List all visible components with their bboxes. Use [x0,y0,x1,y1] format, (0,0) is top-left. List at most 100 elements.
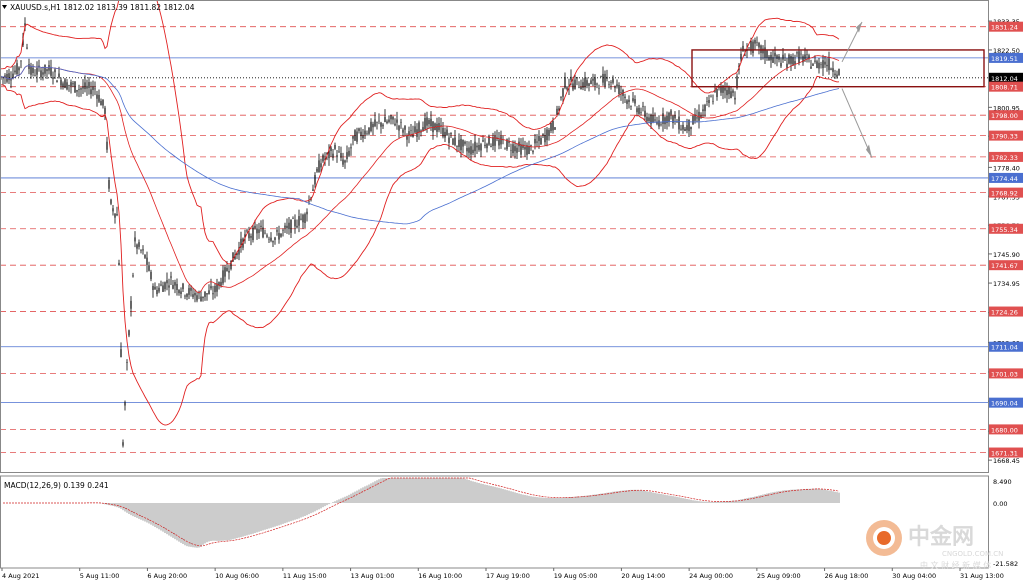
level-badge [989,368,1023,379]
macd-signal [3,477,840,547]
candle-body [346,152,348,160]
candle-body [224,267,226,277]
candle-body [822,60,824,69]
candle-body [130,300,132,309]
candle-body [186,293,188,297]
candle-body [80,88,82,90]
candle-body [212,293,214,295]
candle-body [818,62,820,69]
candle-body [452,138,454,145]
level-badge-text: 1774.44 [991,175,1018,183]
candle-body [694,114,696,121]
candle-body [614,86,616,89]
candle-body [554,127,556,130]
candle-body [580,86,582,90]
x-tick-label: 16 Aug 10:00 [418,572,462,580]
candle-body [358,128,360,131]
level-badge [989,397,1023,408]
candle-body [800,53,802,55]
candle-body [314,174,316,185]
candle-body [228,270,230,273]
candle-body [802,56,804,63]
candle-body [704,104,706,112]
level-badge-text: 1812.04 [991,75,1018,83]
candle-body [636,108,638,113]
candle-body [354,130,356,141]
candle-body [196,295,198,301]
candle-body [444,131,446,138]
level-badge-text: 1782.33 [991,154,1018,162]
candle-body [560,97,562,98]
candle-body [540,138,542,145]
candle-body [548,129,550,137]
candle-body [152,285,154,290]
price-frame [0,0,989,473]
level-badge [989,341,1023,352]
candle-body [536,141,538,143]
candle-body [294,219,296,227]
candle-body [34,75,36,76]
candle-body [678,116,680,130]
candle-body [46,69,48,72]
level-badge-text: 1755.34 [991,226,1018,234]
candle-body [328,149,330,159]
level-badge [989,81,1023,92]
x-tick-label: 13 Aug 01:00 [351,572,395,580]
candle-body [332,153,334,158]
candle-body [706,101,708,102]
candle-body [240,238,242,248]
candle-body [648,117,650,121]
candle-body [578,87,580,89]
x-tick-label: 26 Aug 18:00 [825,572,869,580]
candle-body [248,233,250,239]
candle-body [300,218,302,220]
candle-body [110,199,112,204]
candle-body [674,115,676,119]
level-badge [989,52,1023,63]
candle-body [44,64,46,74]
candle-body [612,78,614,83]
candle-body [504,148,506,150]
level-badge [989,172,1023,183]
candle-body [280,233,282,237]
candle-body [246,230,248,232]
dropdown-icon[interactable] [2,5,7,9]
candle-body [378,120,380,122]
lower-band [0,75,840,426]
candle-body [362,135,364,139]
watermark: 中金网 CNGOLD.COM.CN 中 文 财 经 新 媒 体 [862,510,1012,570]
candle-body [232,252,234,262]
candle-body [534,138,536,144]
candle-body [734,97,736,100]
candle-body [308,201,310,203]
candle-body [100,100,102,106]
candle-body [400,121,402,123]
candle-body [136,244,138,249]
candle-body [768,56,770,61]
candle-body [624,96,626,99]
candle-body [96,94,98,99]
level-badge-text: 1701.03 [991,370,1018,378]
candle-body [596,83,598,85]
candle-body [752,41,754,54]
candle-body [602,73,604,83]
candle-body [418,122,420,133]
level-badge [989,424,1023,435]
candle-body [690,126,692,130]
candle-body [410,130,412,132]
candle-body [164,282,166,290]
candle-body [702,109,704,111]
candle-body [710,96,712,98]
candle-body [764,47,766,58]
candle-body [30,66,32,75]
candle-body [666,115,668,123]
candle-body [468,147,470,153]
candle-body [628,99,630,103]
candle-body [8,73,10,81]
candle-body [782,54,784,60]
candle-body [736,76,738,88]
candle-body [784,59,786,61]
candle-body [522,144,524,148]
candle-body [546,129,548,141]
